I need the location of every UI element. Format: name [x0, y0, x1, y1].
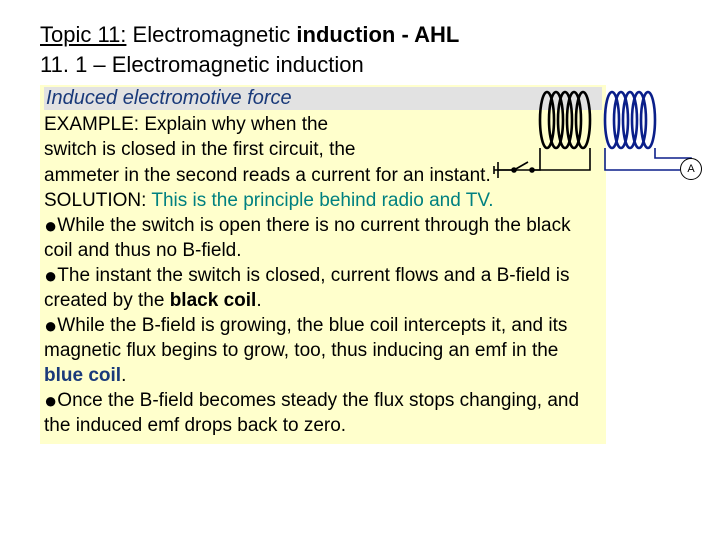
black-circuit-wires — [442, 90, 702, 200]
circuit-diagram: A — [442, 90, 702, 200]
ammeter-icon: A — [680, 158, 702, 180]
title-prefix: Topic 11: — [40, 22, 126, 47]
p3a: While the B-field is growing, the blue c… — [44, 315, 567, 361]
p2b: black coil — [170, 290, 257, 311]
bullet-icon: ● — [44, 388, 57, 413]
title-bold: induction - AHL — [296, 22, 459, 47]
example-text-a: Explain why when the — [144, 114, 328, 135]
bullet-icon: ● — [44, 263, 57, 288]
ammeter-label: A — [687, 163, 694, 175]
p3c: . — [121, 365, 126, 386]
p2c: . — [256, 290, 261, 311]
bullet-icon: ● — [44, 213, 57, 238]
p4: Once the B-field becomes steady the flux… — [44, 390, 579, 436]
example-text-b: switch is closed in the first circuit, t… — [44, 139, 356, 160]
bullet-icon: ● — [44, 313, 57, 338]
example-label: EXAMPLE: — [44, 114, 144, 135]
p2a: The instant the switch is closed, curren… — [44, 265, 569, 311]
solution-label: SOLUTION: — [44, 190, 151, 211]
title-line2: 11. 1 – Electromagnetic induction — [40, 50, 680, 80]
title-mid: Electromagnetic — [126, 22, 296, 47]
slide-title: Topic 11: Electromagnetic induction - AH… — [40, 20, 680, 79]
p1: While the switch is open there is no cur… — [44, 215, 571, 261]
example-text-c: ammeter in the second reads a current fo… — [44, 165, 491, 186]
p3b: blue coil — [44, 365, 121, 386]
